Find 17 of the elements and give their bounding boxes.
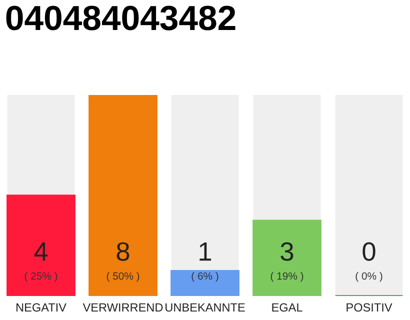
data-label: 0 <box>362 242 376 261</box>
x-tick-label: VERWIRREND <box>82 303 163 312</box>
annotation: ( 0% ) <box>356 272 382 282</box>
x-tick-label: POSITIV <box>346 303 392 312</box>
data-label: 3 <box>280 242 294 261</box>
x-tick-label: UNBEKANNTE <box>166 303 245 312</box>
bar <box>170 270 240 296</box>
data-label: 8 <box>116 242 130 261</box>
annotation: ( 19% ) <box>270 272 304 282</box>
data-label: 4 <box>34 242 48 261</box>
annotation: ( 6% ) <box>192 272 218 282</box>
chart-title: 040484043482 <box>6 6 236 30</box>
annotation: ( 25% ) <box>24 272 58 282</box>
x-tick-label: NEGATIV <box>16 303 66 312</box>
x-tick-label: EGAL <box>272 303 302 312</box>
annotation: ( 50% ) <box>106 272 140 282</box>
data-label: 1 <box>200 242 212 261</box>
